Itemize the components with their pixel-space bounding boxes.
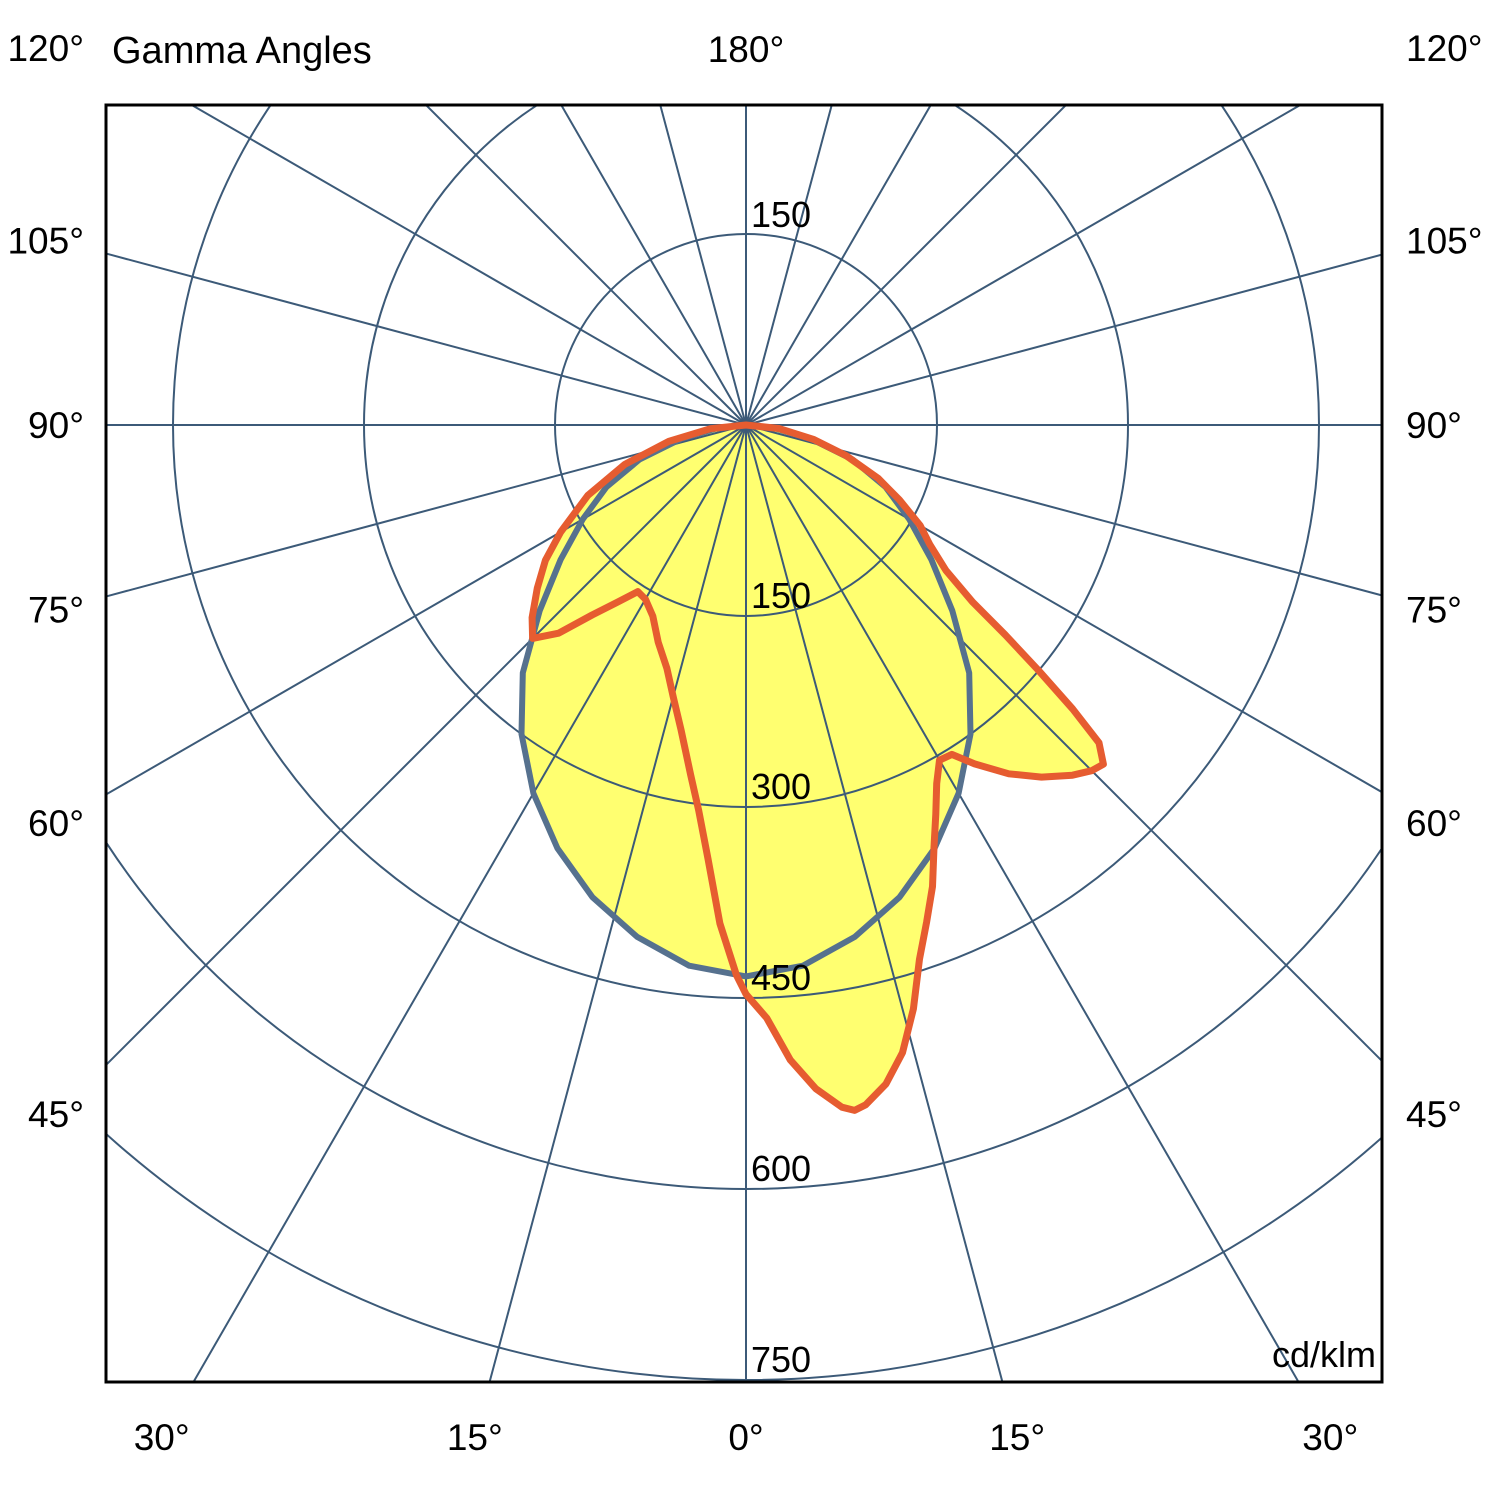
radial-tick-label-150: 150	[751, 575, 811, 616]
gamma-label-left-105°: 105°	[7, 220, 84, 261]
gamma-label-bottom-3: 15°	[989, 1417, 1045, 1458]
axis-labels-layer: 150 300 450 600 750 150 120° 120° 105° 105° 90° 90°…	[7, 28, 1482, 1458]
gamma-label-bottom-4: 30°	[1302, 1417, 1358, 1458]
angular-gridline-30	[745, 424, 1300, 1382]
angular-gridline-165	[745, 105, 833, 426]
angular-gridline-345	[488, 424, 747, 1382]
angular-gridline-150	[745, 105, 932, 426]
angular-gridline-255	[106, 252, 747, 426]
gamma-label-right-120°: 120°	[1406, 28, 1483, 69]
gamma-label-right-75°: 75°	[1406, 590, 1462, 631]
gamma-label-bottom-0: 30°	[134, 1417, 190, 1458]
radial-tick-label-300: 300	[751, 766, 811, 807]
gamma-label-right-60°: 60°	[1406, 803, 1462, 844]
radial-tick-label-top-150: 150	[751, 194, 811, 235]
gamma-label-left-75°: 75°	[28, 590, 84, 631]
gamma-label-right-90°: 90°	[1406, 405, 1462, 446]
intensity-curves-layer	[518, 421, 1107, 1114]
gamma-label-left-120°: 120°	[7, 28, 84, 69]
angular-gridline-210	[560, 105, 747, 426]
angular-gridline-315	[106, 424, 747, 1067]
radial-tick-label-750: 750	[751, 1339, 811, 1380]
angular-gridline-15	[745, 424, 1004, 1382]
gamma-label-bottom-2: 0°	[728, 1417, 763, 1458]
gamma-label-left-45°: 45°	[28, 1094, 84, 1135]
radial-tick-label-450: 450	[751, 957, 811, 998]
angular-gridline-105	[745, 253, 1382, 426]
angular-gridline-240	[189, 105, 747, 426]
gamma-label-180: 180°	[708, 29, 785, 70]
gamma-label-left-90°: 90°	[28, 405, 84, 446]
gamma-label-left-60°: 60°	[28, 803, 84, 844]
curve-c0-c180	[518, 422, 974, 980]
angular-gridline-225	[424, 105, 747, 426]
curve-fill-c90-c270	[532, 425, 1104, 1111]
chart-title: Gamma Angles	[112, 30, 372, 72]
radial-tick-label-600: 600	[751, 1148, 811, 1189]
gamma-label-bottom-1: 15°	[447, 1417, 503, 1458]
angular-gridline-330	[192, 424, 747, 1382]
angular-gridline-45	[745, 424, 1382, 1063]
angular-gridline-300	[106, 424, 747, 796]
angular-gridline-135	[745, 105, 1068, 426]
unit-label: cd/klm	[1272, 1334, 1376, 1375]
angular-gridline-75	[745, 424, 1382, 597]
intensity-fill-layer	[521, 425, 1104, 1111]
curve-c90-c270	[528, 421, 1107, 1114]
angular-gridline-285	[106, 424, 747, 598]
gamma-label-right-45°: 45°	[1406, 1094, 1462, 1135]
gamma-label-right-105°: 105°	[1406, 220, 1483, 261]
angular-gridline-120	[745, 105, 1303, 426]
plot-frame	[104, 103, 1384, 1384]
angular-gridline-60	[745, 424, 1382, 794]
